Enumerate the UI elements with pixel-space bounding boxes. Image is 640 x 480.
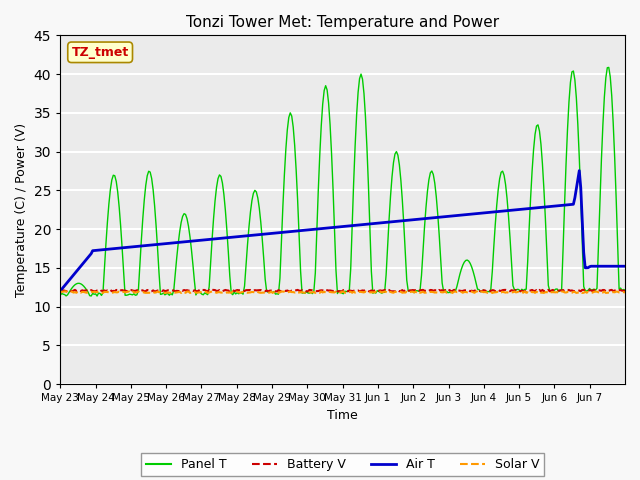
Panel T bbox=[620, 287, 627, 292]
Solar V bbox=[488, 290, 496, 296]
Solar V bbox=[95, 289, 102, 295]
Panel T bbox=[56, 292, 64, 298]
Battery V bbox=[93, 288, 101, 293]
Battery V bbox=[546, 288, 554, 294]
Panel T bbox=[545, 283, 552, 288]
Solar V bbox=[620, 289, 627, 295]
Air T bbox=[618, 264, 626, 269]
Y-axis label: Temperature (C) / Power (V): Temperature (C) / Power (V) bbox=[15, 122, 28, 297]
Battery V bbox=[545, 287, 552, 293]
Line: Battery V: Battery V bbox=[60, 290, 625, 291]
Panel T bbox=[348, 221, 356, 227]
Battery V bbox=[620, 288, 627, 294]
Panel T bbox=[605, 64, 612, 70]
Title: Tonzi Tower Met: Temperature and Power: Tonzi Tower Met: Temperature and Power bbox=[186, 15, 499, 30]
Line: Panel T: Panel T bbox=[60, 67, 625, 296]
Battery V bbox=[460, 288, 468, 293]
Panel T bbox=[460, 259, 468, 265]
Solar V bbox=[460, 289, 468, 295]
Air T bbox=[621, 264, 629, 269]
Legend: Panel T, Battery V, Air T, Solar V: Panel T, Battery V, Air T, Solar V bbox=[141, 453, 544, 476]
Line: Solar V: Solar V bbox=[60, 291, 625, 293]
Solar V bbox=[348, 290, 356, 296]
Air T bbox=[575, 168, 583, 173]
Text: TZ_tmet: TZ_tmet bbox=[72, 46, 129, 59]
Panel T bbox=[621, 287, 629, 293]
Panel T bbox=[95, 290, 102, 296]
Solar V bbox=[77, 290, 84, 296]
Air T bbox=[93, 247, 101, 253]
Battery V bbox=[621, 288, 629, 294]
Solar V bbox=[546, 289, 554, 295]
Air T bbox=[347, 223, 355, 228]
Panel T bbox=[76, 280, 83, 286]
Air T bbox=[543, 204, 550, 210]
Battery V bbox=[348, 288, 356, 294]
Battery V bbox=[76, 288, 83, 293]
Battery V bbox=[151, 288, 159, 294]
Air T bbox=[459, 212, 467, 218]
Solar V bbox=[621, 289, 629, 295]
Air T bbox=[76, 265, 83, 271]
Panel T bbox=[93, 293, 101, 299]
Solar V bbox=[56, 290, 64, 296]
Line: Air T: Air T bbox=[60, 170, 625, 291]
Air T bbox=[56, 288, 64, 294]
Battery V bbox=[56, 288, 64, 294]
Solar V bbox=[61, 288, 68, 294]
X-axis label: Time: Time bbox=[327, 408, 358, 421]
